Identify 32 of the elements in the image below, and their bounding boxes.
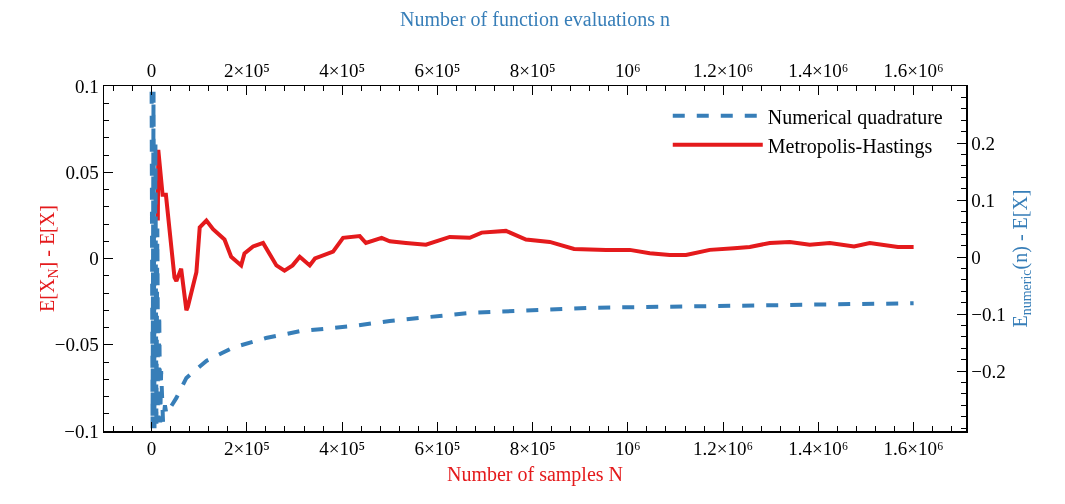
x-tick-label: 1.4×10⁶ [788, 59, 849, 81]
x-tick-label: 1.6×10⁶ [883, 59, 944, 81]
x2-tick-label: 0 [146, 438, 157, 460]
x-tick-label: 10⁶ [615, 59, 641, 81]
y-tick-label: 0.05 [65, 161, 99, 183]
x2-tick-label: 6×10⁵ [414, 438, 461, 460]
legend-label: Metropolis-Hastings [767, 134, 933, 158]
x-tick-label: 1.2×10⁶ [693, 59, 754, 81]
y2-tick-label: −0.1 [971, 303, 1006, 325]
x-tick-label: 8×10⁵ [509, 59, 556, 81]
x2-tick-label: 4×10⁵ [319, 438, 366, 460]
y-tick-label: 0 [89, 248, 99, 270]
y2-tick-label: 0 [971, 246, 981, 268]
x2-tick-label: 1.4×10⁶ [788, 438, 849, 460]
x2-tick-label: 10⁶ [615, 438, 641, 460]
x-tick-label: 0 [146, 59, 157, 81]
x-tick-label: 2×10⁵ [223, 59, 270, 81]
x-tick-label: 4×10⁵ [319, 59, 366, 81]
x-tick-label: 6×10⁵ [414, 59, 461, 81]
x-axis-title: Number of samples N [446, 462, 624, 486]
y-tick-label: 0.1 [74, 75, 99, 97]
y2-tick-label: 0.2 [971, 132, 996, 154]
x2-tick-label: 2×10⁵ [223, 438, 270, 460]
x2-tick-label: 1.2×10⁶ [693, 438, 754, 460]
x2-tick-label: 1.6×10⁶ [883, 438, 944, 460]
y-tick-label: −0.1 [64, 420, 99, 442]
x2-tick-label: 8×10⁵ [509, 438, 556, 460]
y-tick-label: −0.05 [54, 334, 99, 356]
y2-tick-label: −0.2 [971, 360, 1006, 382]
legend-label: Numerical quadrature [767, 105, 943, 129]
y2-tick-label: 0.1 [971, 189, 996, 211]
x2-axis-title: Number of function evaluations n [400, 7, 670, 30]
